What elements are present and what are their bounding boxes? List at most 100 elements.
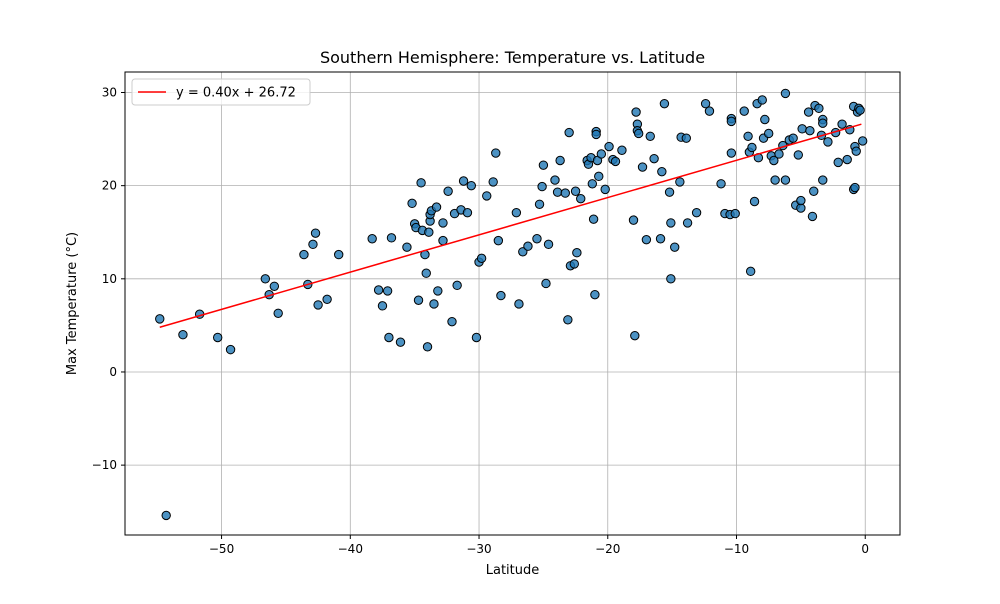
data-point bbox=[310, 228, 321, 238]
data-point bbox=[739, 106, 749, 116]
data-point bbox=[260, 274, 271, 284]
data-point bbox=[421, 268, 431, 278]
data-point bbox=[600, 184, 610, 195]
data-point bbox=[413, 295, 424, 305]
data-point bbox=[726, 148, 737, 158]
data-point bbox=[774, 149, 784, 159]
data-point bbox=[666, 274, 676, 284]
data-point bbox=[807, 211, 818, 222]
data-point bbox=[628, 215, 639, 225]
data-point bbox=[313, 300, 323, 310]
data-point bbox=[726, 116, 737, 127]
legend-box bbox=[131, 78, 311, 106]
data-point bbox=[493, 235, 504, 246]
data-point bbox=[511, 207, 522, 218]
data-point bbox=[462, 207, 473, 218]
data-point bbox=[537, 181, 547, 192]
x-tick-label: −50 bbox=[209, 542, 234, 556]
data-point bbox=[837, 119, 847, 129]
data-point bbox=[850, 182, 860, 193]
data-point bbox=[760, 114, 770, 125]
y-tick-label: 0 bbox=[109, 365, 117, 379]
data-point bbox=[161, 510, 171, 521]
data-point bbox=[590, 289, 600, 300]
data-point bbox=[793, 150, 803, 160]
data-point bbox=[458, 176, 469, 186]
x-tick-label: 0 bbox=[861, 542, 869, 556]
data-point bbox=[633, 128, 644, 139]
data-point bbox=[422, 342, 433, 352]
data-point bbox=[373, 285, 384, 295]
data-point bbox=[429, 299, 439, 309]
data-point bbox=[664, 187, 675, 197]
data-point bbox=[649, 153, 659, 164]
legend-label: y = 0.40x + 26.72 bbox=[176, 86, 296, 101]
data-point bbox=[416, 178, 426, 188]
data-point bbox=[604, 141, 614, 152]
data-point bbox=[855, 105, 865, 115]
data-point bbox=[657, 166, 667, 177]
data-point bbox=[564, 127, 574, 138]
data-point bbox=[386, 233, 397, 243]
data-point bbox=[691, 207, 702, 218]
data-point bbox=[700, 98, 711, 109]
data-point bbox=[704, 106, 715, 116]
data-point bbox=[833, 157, 843, 168]
chart-title: Southern Hemisphere: Temperature vs. Lat… bbox=[320, 48, 705, 67]
data-point bbox=[299, 249, 309, 260]
data-point bbox=[178, 330, 188, 340]
data-point bbox=[645, 131, 655, 141]
data-point bbox=[438, 235, 448, 246]
data-point bbox=[452, 280, 462, 291]
data-point bbox=[367, 234, 377, 244]
data-point bbox=[745, 266, 756, 277]
y-tick-label: 20 bbox=[102, 179, 117, 193]
data-point bbox=[523, 241, 533, 251]
data-point bbox=[637, 162, 648, 172]
data-points bbox=[155, 88, 868, 521]
data-point bbox=[212, 332, 223, 343]
data-point bbox=[269, 281, 280, 291]
data-point bbox=[514, 299, 524, 309]
data-point bbox=[796, 195, 806, 206]
axes-frame bbox=[124, 71, 901, 536]
data-point bbox=[659, 98, 670, 109]
data-point bbox=[334, 249, 344, 260]
data-point bbox=[594, 171, 604, 182]
data-point bbox=[682, 218, 693, 228]
regression-line bbox=[159, 123, 862, 328]
data-point bbox=[770, 175, 780, 185]
data-point bbox=[572, 248, 582, 258]
data-point bbox=[675, 177, 685, 187]
data-point bbox=[803, 107, 814, 117]
data-point bbox=[569, 259, 579, 269]
data-point bbox=[431, 202, 442, 212]
data-point bbox=[273, 308, 283, 318]
data-point bbox=[681, 133, 691, 143]
x-tick-label: −10 bbox=[724, 542, 749, 556]
data-point bbox=[769, 155, 779, 166]
data-point bbox=[570, 186, 581, 196]
data-point bbox=[617, 145, 627, 155]
data-point bbox=[532, 234, 542, 244]
data-point bbox=[587, 179, 598, 189]
data-point bbox=[823, 137, 833, 147]
data-point bbox=[563, 315, 573, 325]
data-point bbox=[610, 156, 621, 167]
data-point bbox=[716, 179, 726, 189]
data-point bbox=[402, 242, 412, 252]
data-point bbox=[631, 107, 641, 117]
data-point bbox=[466, 180, 477, 191]
data-point bbox=[805, 125, 815, 136]
y-tick-label: −10 bbox=[92, 458, 117, 472]
data-point bbox=[641, 234, 652, 245]
x-tick-label: −20 bbox=[595, 542, 620, 556]
data-point bbox=[818, 118, 828, 128]
data-point bbox=[576, 193, 586, 204]
data-point bbox=[491, 148, 501, 158]
data-point bbox=[482, 191, 492, 201]
y-tick-label: 10 bbox=[102, 272, 117, 286]
data-point bbox=[763, 128, 774, 139]
